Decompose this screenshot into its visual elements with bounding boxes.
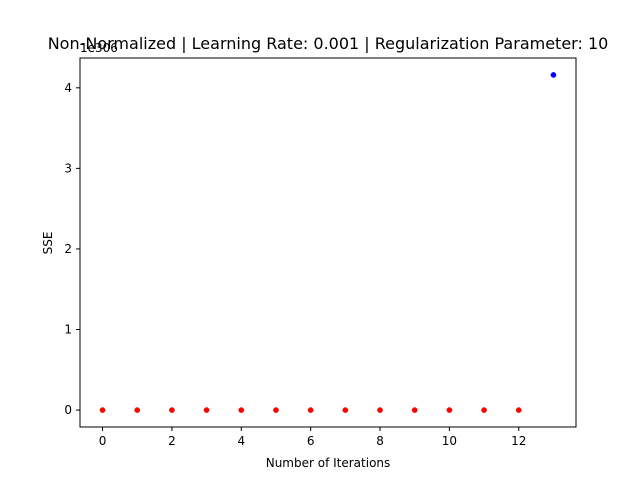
x-tick-label: 6 <box>307 434 315 448</box>
data-point-series-0 <box>377 407 383 413</box>
data-point-series-0 <box>342 407 349 413</box>
data-point-series-0 <box>134 407 141 413</box>
data-point-series-0 <box>273 407 279 413</box>
plot-frame <box>79 57 577 428</box>
x-axis-label: Number of Iterations <box>266 456 391 470</box>
data-point-series-0 <box>446 407 453 413</box>
data-point-series-0 <box>411 407 418 413</box>
data-point-series-0 <box>481 407 487 413</box>
data-point-series-0 <box>238 407 245 413</box>
y-tick-label: 2 <box>64 242 72 256</box>
y-offset-label: 1e306 <box>80 41 118 55</box>
data-point-series-0 <box>515 407 522 413</box>
x-tick-label: 2 <box>168 434 176 448</box>
x-tick-label: 12 <box>511 434 526 448</box>
y-tick-label: 3 <box>64 161 72 175</box>
data-point-series-1 <box>550 72 557 78</box>
y-tick-label: 4 <box>64 81 72 95</box>
x-tick-label: 0 <box>99 434 107 448</box>
x-tick-label: 8 <box>376 434 384 448</box>
data-point-series-0 <box>307 407 314 413</box>
y-tick-label: 1 <box>64 323 72 337</box>
y-tick-label: 0 <box>64 403 72 417</box>
x-tick-label: 10 <box>442 434 457 448</box>
y-axis-label: SSE <box>41 232 55 255</box>
data-point-series-0 <box>99 407 106 413</box>
x-tick-label: 4 <box>237 434 245 448</box>
data-point-series-0 <box>203 407 210 413</box>
chart-title: Non-Normalized | Learning Rate: 0.001 | … <box>48 34 609 53</box>
data-point-series-0 <box>169 407 175 413</box>
